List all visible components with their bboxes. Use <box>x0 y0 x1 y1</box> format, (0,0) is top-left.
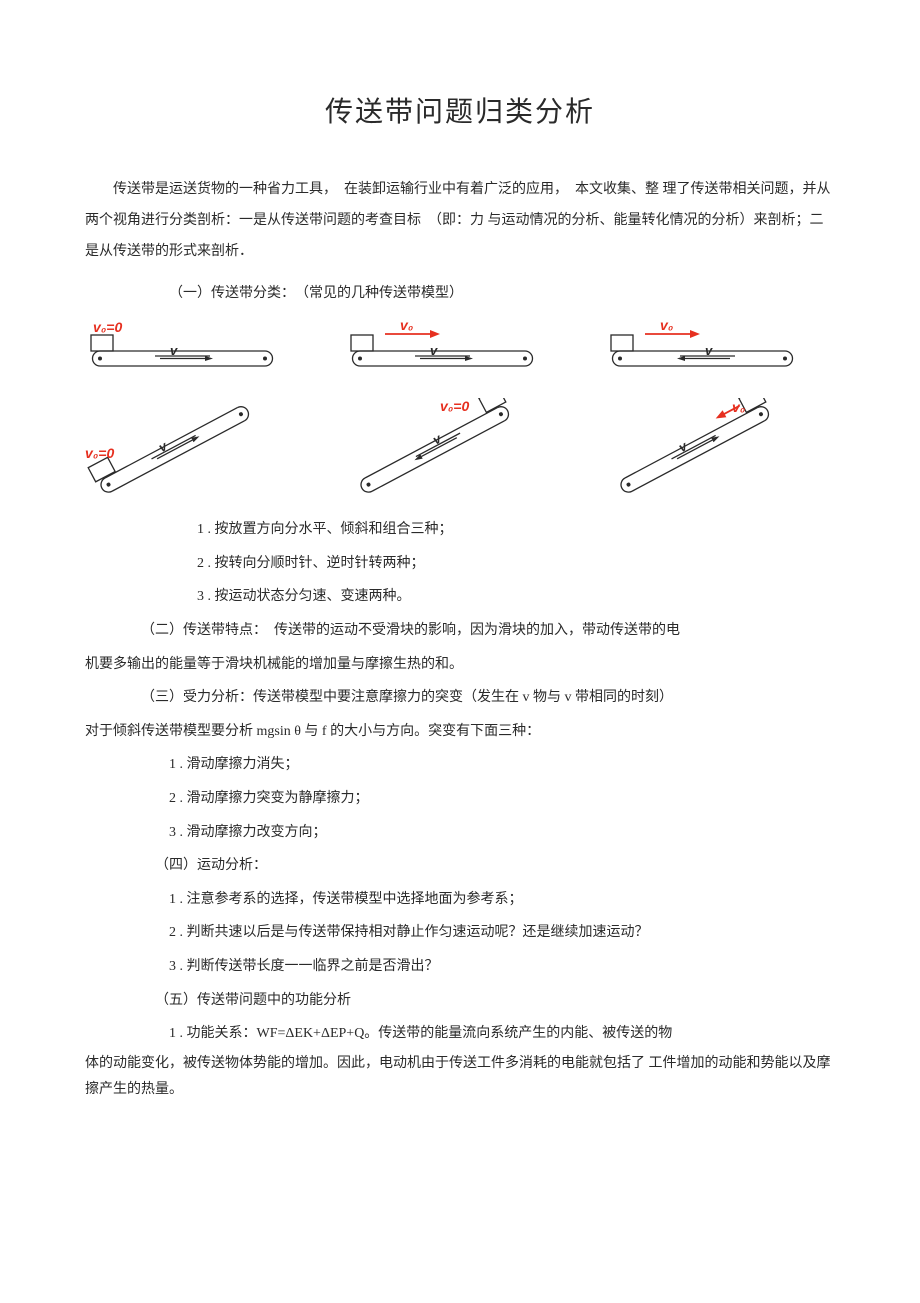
arrow-right-icon <box>465 356 473 361</box>
list-item: 3 . 滑动摩擦力改变方向； <box>169 816 835 850</box>
pulley-dot-icon <box>783 357 787 361</box>
v0-label: v₀=0 <box>93 319 122 335</box>
section-2-p1: （二）传送带特点： 传送带的运动不受滑块的影响，因为滑块的加入，带动传送带的电 <box>85 614 835 648</box>
pulley-dot-icon <box>358 357 362 361</box>
list-item: 3 . 按运动状态分匀速、变速两种。 <box>197 580 835 614</box>
v0-label: v₀ <box>732 399 746 415</box>
diagram-horizontal-1: v₀=0 v <box>85 318 285 378</box>
section-3-p1: （三）受力分析：传送带模型中要注意摩擦力的突变（发生在 v 物与 v 带相同的时… <box>85 681 835 715</box>
section-3-p2: 对于倾斜传送带模型要分析 mgsin θ 与 f 的大小与方向。突变有下面三种： <box>85 715 835 749</box>
page-title: 传送带问题归类分析 <box>85 90 835 130</box>
section-4-head: （四）运动分析： <box>155 849 835 883</box>
diagram-grid: v₀=0 v v₀ v v₀ <box>85 318 835 498</box>
diagram-incline-2: v v₀=0 <box>345 398 545 498</box>
section-5-final: 体的动能变化，被传送物体势能的增加。因此，电动机由于传送工件多消耗的电能就包括了… <box>85 1051 835 1104</box>
section-5-head: （五）传送带问题中的功能分析 <box>155 984 835 1018</box>
list-item: 1 . 按放置方向分水平、倾斜和组合三种； <box>197 513 835 547</box>
list-item: 3 . 判断传送带长度一一临界之前是否滑出？ <box>169 950 835 984</box>
diagram-horizontal-2: v₀ v <box>345 318 545 378</box>
v0-label: v₀ <box>660 318 674 333</box>
list-item: 2 . 判断共速以后是与传送带保持相对静止作匀速运动呢？还是继续加速运动？ <box>169 916 835 950</box>
pulley-dot-icon <box>98 357 102 361</box>
list-item: 1 . 滑动摩擦力消失； <box>169 748 835 782</box>
intro-paragraph: 传送带是运送货物的一种省力工具， 在装卸运输行业中有着广泛的应用， 本文收集、整… <box>85 175 835 267</box>
v0-label: v₀ <box>400 318 414 333</box>
section-2-p2: 机要多输出的能量等于滑块机械能的增加量与摩擦生热的和。 <box>85 648 835 682</box>
list-item: 2 . 按转向分顺时针、逆时针转两种； <box>197 547 835 581</box>
arrow-right-icon <box>205 356 213 361</box>
v-label: v <box>170 343 178 358</box>
v0-label: v₀=0 <box>440 398 469 414</box>
diagram-incline-3: v v₀ <box>605 398 805 498</box>
v0-label: v₀=0 <box>85 445 114 461</box>
section-1-head: （一）传送带分类： （常见的几种传送带模型） <box>169 279 835 310</box>
pulley-dot-icon <box>523 357 527 361</box>
pulley-dot-icon <box>618 357 622 361</box>
list-item: 2 . 滑动摩擦力突变为静摩擦力； <box>169 782 835 816</box>
arrow-right-icon <box>430 330 440 338</box>
diagram-incline-1: v v₀=0 <box>85 398 285 498</box>
v-label: v <box>430 343 438 358</box>
list-item: 1 . 注意参考系的选择，传送带模型中选择地面为参考系； <box>169 883 835 917</box>
diagram-horizontal-3: v₀ v <box>605 318 805 378</box>
arrow-left-icon <box>677 356 685 361</box>
arrow-right-icon <box>690 330 700 338</box>
v-label: v <box>705 343 713 358</box>
section-5-item1: 1 . 功能关系：WF=ΔEK+ΔEP+Q。传送带的能量流向系统产生的内能、被传… <box>169 1017 835 1051</box>
pulley-dot-icon <box>263 357 267 361</box>
